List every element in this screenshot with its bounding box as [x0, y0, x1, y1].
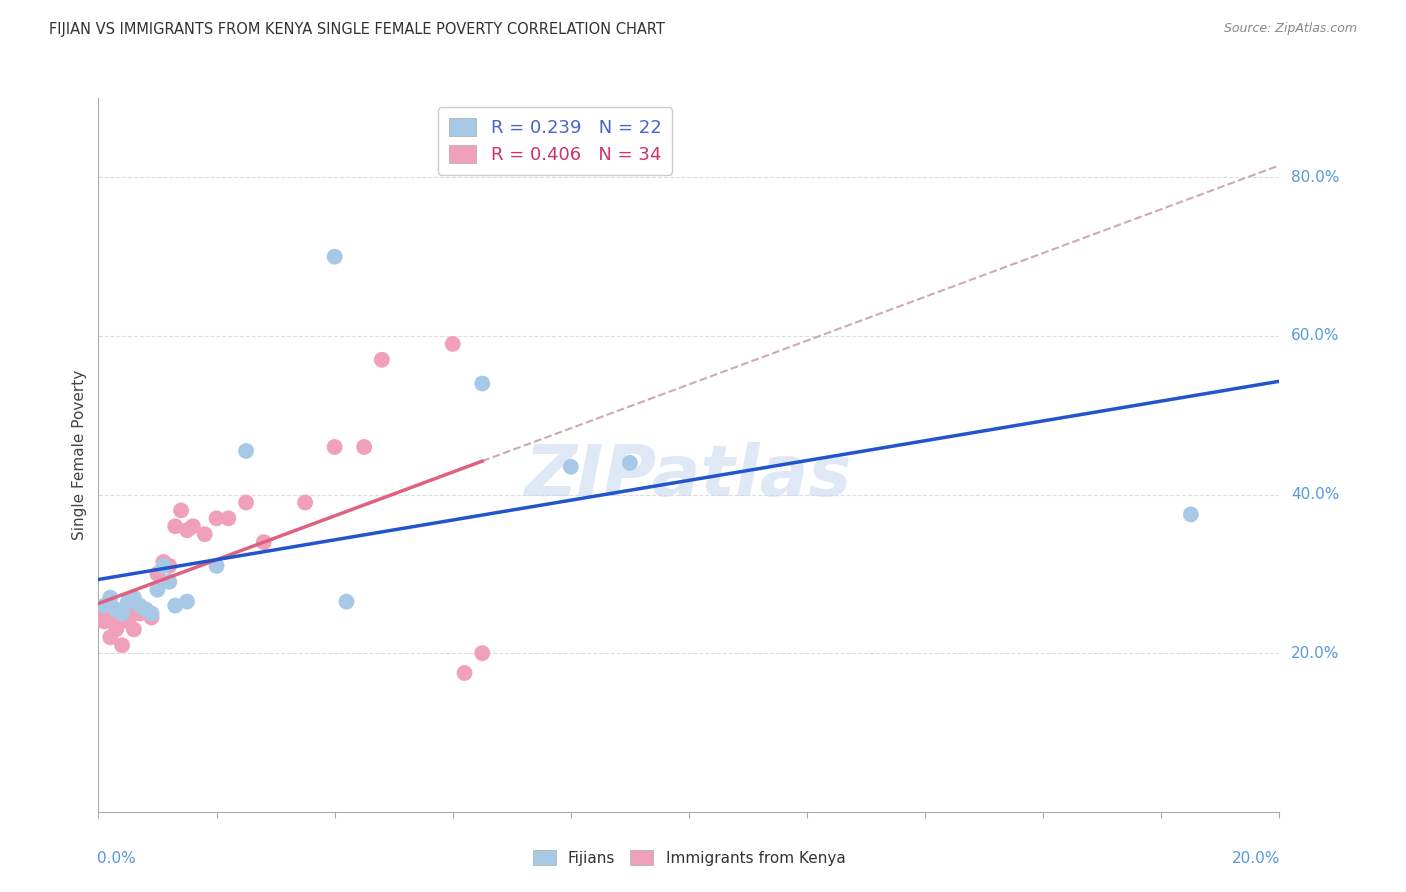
Point — [93, 599, 115, 613]
Point — [117, 607, 139, 621]
Point — [217, 511, 239, 525]
Point — [141, 610, 163, 624]
Point — [111, 638, 134, 652]
Point — [98, 591, 121, 605]
Point — [135, 602, 157, 616]
Text: Source: ZipAtlas.com: Source: ZipAtlas.com — [1223, 22, 1357, 36]
Point — [93, 615, 115, 629]
Text: 0.0%: 0.0% — [97, 851, 136, 866]
Point — [141, 607, 163, 621]
Point — [235, 495, 257, 509]
Point — [471, 376, 494, 391]
Point — [152, 555, 174, 569]
Point — [98, 630, 121, 644]
Point — [471, 646, 494, 660]
Text: 20.0%: 20.0% — [1232, 851, 1281, 866]
Point — [105, 623, 128, 637]
Point — [335, 594, 357, 608]
Point — [205, 511, 228, 525]
Point — [152, 558, 174, 573]
Point — [98, 610, 121, 624]
Point — [105, 602, 128, 616]
Point — [135, 602, 157, 616]
Point — [165, 519, 187, 533]
Point — [122, 607, 145, 621]
Point — [453, 665, 475, 680]
Y-axis label: Single Female Poverty: Single Female Poverty — [72, 370, 87, 540]
Point — [353, 440, 375, 454]
Point — [235, 444, 257, 458]
Text: 80.0%: 80.0% — [1291, 169, 1340, 185]
Point — [122, 623, 145, 637]
Point — [157, 558, 180, 573]
Point — [181, 519, 204, 533]
Point — [122, 591, 145, 605]
Point — [294, 495, 316, 509]
Text: 60.0%: 60.0% — [1291, 328, 1340, 343]
Text: 40.0%: 40.0% — [1291, 487, 1340, 502]
Point — [323, 250, 346, 264]
Point — [146, 582, 169, 597]
Text: FIJIAN VS IMMIGRANTS FROM KENYA SINGLE FEMALE POVERTY CORRELATION CHART: FIJIAN VS IMMIGRANTS FROM KENYA SINGLE F… — [49, 22, 665, 37]
Point — [146, 566, 169, 581]
Point — [105, 607, 128, 621]
Point — [111, 610, 134, 624]
Point — [128, 599, 150, 613]
Text: ZIPatlas: ZIPatlas — [526, 442, 852, 511]
Point — [560, 459, 582, 474]
Point — [93, 607, 115, 621]
Point — [117, 615, 139, 629]
Text: 20.0%: 20.0% — [1291, 646, 1340, 661]
Point — [128, 607, 150, 621]
Point — [176, 594, 198, 608]
Point — [1180, 508, 1202, 522]
Point — [619, 456, 641, 470]
Point — [253, 535, 276, 549]
Point — [170, 503, 193, 517]
Point — [323, 440, 346, 454]
Point — [165, 599, 187, 613]
Point — [157, 574, 180, 589]
Point — [111, 607, 134, 621]
Point — [441, 337, 464, 351]
Point — [371, 352, 394, 367]
Point — [205, 558, 228, 573]
Point — [176, 523, 198, 537]
Point — [117, 594, 139, 608]
Point — [194, 527, 217, 541]
Legend: Fijians, Immigrants from Kenya: Fijians, Immigrants from Kenya — [526, 844, 852, 871]
